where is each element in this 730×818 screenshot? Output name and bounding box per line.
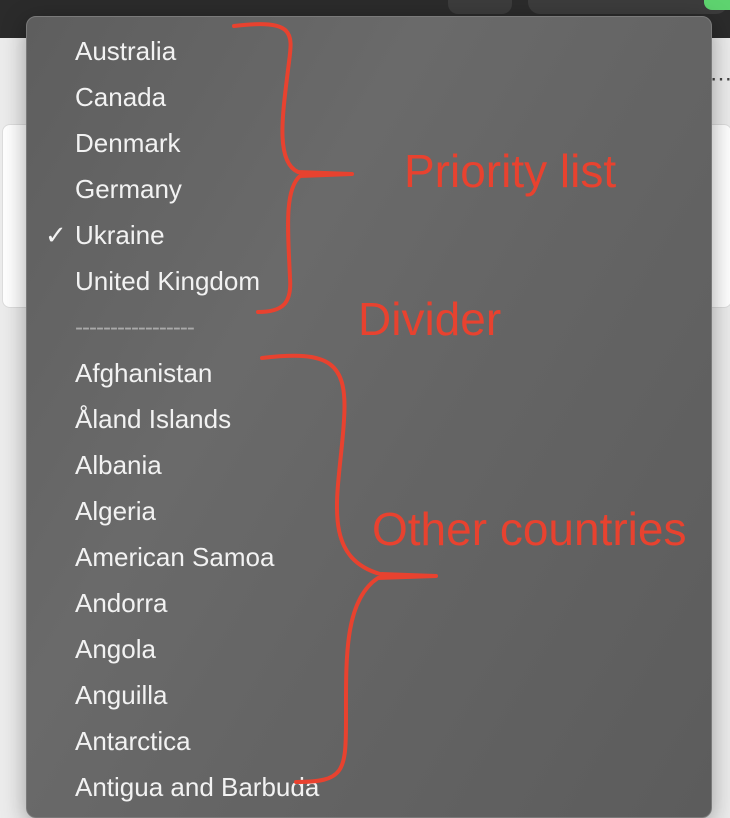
country-dropdown-menu: ✓ Australia Canada Denmark Germany Ukrai…	[26, 16, 712, 818]
menu-item-denmark[interactable]: Denmark	[75, 128, 181, 158]
menu-item-andorra[interactable]: Andorra	[75, 588, 168, 618]
annotation-braces	[232, 22, 438, 784]
menu-divider: -----------------	[75, 314, 195, 341]
more-horizontal-icon[interactable]: ⋯	[710, 66, 730, 91]
menu-item-canada[interactable]: Canada	[75, 82, 167, 112]
annotation-divider: Divider	[358, 293, 502, 345]
toolbar-action-button[interactable]	[704, 0, 730, 10]
menu-item-angola[interactable]: Angola	[75, 634, 156, 664]
menu-item-ukraine[interactable]: Ukraine	[75, 220, 165, 250]
menu-item-antarctica[interactable]: Antarctica	[75, 726, 191, 756]
menu-item-germany[interactable]: Germany	[75, 174, 182, 204]
other-countries-brace	[260, 353, 438, 784]
checkmark-icon: ✓	[45, 220, 67, 250]
menu-item-australia[interactable]: Australia	[75, 36, 177, 66]
annotation-other-countries: Other countries	[372, 503, 687, 555]
toolbar-field[interactable]	[528, 0, 728, 14]
toolbar-control[interactable]	[448, 0, 512, 14]
annotation-priority-list: Priority list	[404, 145, 617, 197]
menu-item-afghanistan[interactable]: Afghanistan	[75, 358, 213, 388]
menu-item-albania[interactable]: Albania	[75, 450, 162, 480]
menu-item-anguilla[interactable]: Anguilla	[75, 680, 168, 710]
menu-item-aland-islands[interactable]: Åland Islands	[75, 404, 232, 434]
menu-item-american-samoa[interactable]: American Samoa	[75, 542, 275, 572]
menu-item-united-kingdom[interactable]: United Kingdom	[75, 266, 260, 296]
priority-brace	[232, 22, 354, 314]
menu-item-algeria[interactable]: Algeria	[75, 496, 156, 526]
